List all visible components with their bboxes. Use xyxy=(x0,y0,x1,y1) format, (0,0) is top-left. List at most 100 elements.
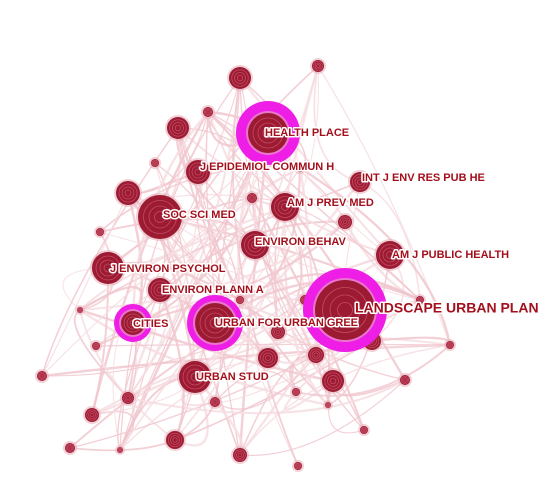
node-ring xyxy=(329,294,361,326)
node xyxy=(315,280,375,340)
edge xyxy=(177,127,329,406)
node-ring xyxy=(40,374,44,378)
node-ring xyxy=(95,255,121,281)
node-ring xyxy=(234,449,246,461)
node-ring xyxy=(203,107,213,117)
node-ring xyxy=(236,74,244,82)
node-label: INT J ENV RES PUB HE xyxy=(362,172,485,184)
edge xyxy=(232,77,299,467)
node xyxy=(376,241,404,269)
node-ring xyxy=(236,451,244,459)
node-ring xyxy=(247,237,263,253)
node xyxy=(138,195,182,239)
node-label: CITIES xyxy=(133,318,168,330)
edge xyxy=(41,299,306,377)
node xyxy=(65,443,75,453)
edge xyxy=(174,206,286,441)
node-ring xyxy=(237,452,243,458)
labels: HEALTH PLACE J EPIDEMIOL COMMUN H INT J EN… xyxy=(109,125,541,384)
node xyxy=(121,311,145,335)
node xyxy=(148,278,172,302)
node-ring xyxy=(274,196,296,218)
node-ring xyxy=(212,399,218,405)
node-ring xyxy=(121,186,135,200)
node-ring xyxy=(78,308,82,312)
node-ring xyxy=(152,160,158,166)
node-ring xyxy=(97,229,103,235)
node-ring xyxy=(186,368,204,386)
edge xyxy=(127,192,197,378)
node-ring xyxy=(252,117,284,149)
node-ring xyxy=(316,64,320,68)
node-ring xyxy=(148,205,172,229)
node-ring xyxy=(281,203,289,211)
node-ring xyxy=(296,464,300,468)
node-ring xyxy=(362,428,366,432)
edge xyxy=(205,111,241,456)
node-ring xyxy=(118,183,138,203)
node-ring xyxy=(190,372,200,382)
edge xyxy=(119,77,241,451)
node-ring xyxy=(275,329,281,335)
node-ring xyxy=(169,119,187,137)
node-ring xyxy=(37,371,47,381)
node-ring xyxy=(126,396,130,400)
edge xyxy=(251,197,365,431)
edge xyxy=(127,379,406,415)
node-ring xyxy=(65,443,75,453)
node-ring xyxy=(416,296,424,304)
node-label: HEALTH PLACE xyxy=(265,127,349,139)
node-ring xyxy=(402,377,408,383)
node-ring xyxy=(360,426,368,434)
node-ring xyxy=(188,162,208,182)
node-ring xyxy=(172,437,178,443)
node-ring xyxy=(238,298,242,302)
node-ring xyxy=(118,448,122,452)
node-ring xyxy=(352,174,368,190)
node xyxy=(186,160,210,184)
node-label: URBAN FOR URBAN GREE xyxy=(215,317,358,329)
edge xyxy=(214,370,297,403)
edge xyxy=(295,344,451,397)
node-ring xyxy=(272,326,284,338)
node-ring xyxy=(244,234,266,256)
node-ring xyxy=(274,328,282,336)
node-ring xyxy=(124,394,132,402)
node-ring xyxy=(295,463,301,469)
node-ring xyxy=(313,61,323,71)
node-label: J EPIDEMIOL COMMUN H xyxy=(200,161,334,173)
node-ring xyxy=(174,124,182,132)
node-label: ENVIRON PLANN A xyxy=(162,284,264,296)
node-ring xyxy=(382,247,398,263)
node-ring xyxy=(199,307,231,339)
edge xyxy=(79,206,286,311)
node xyxy=(322,370,344,392)
node-ring xyxy=(154,211,166,223)
node-ring xyxy=(294,390,298,394)
node xyxy=(167,117,189,139)
node-ring xyxy=(292,388,300,396)
edge xyxy=(214,340,373,403)
node-ring xyxy=(446,341,454,349)
edge xyxy=(283,380,334,411)
node-ring xyxy=(150,280,170,300)
node-label: AM J PREV MED xyxy=(287,197,374,209)
node-ring xyxy=(92,342,100,350)
node-ring xyxy=(379,244,401,266)
node-ring xyxy=(250,196,254,200)
node xyxy=(241,231,269,259)
node xyxy=(210,397,220,407)
node-ring xyxy=(77,307,83,313)
node xyxy=(116,181,140,205)
node-ring xyxy=(86,409,98,421)
node-ring xyxy=(213,400,217,404)
node xyxy=(312,60,324,72)
edge xyxy=(359,181,421,301)
node-ring xyxy=(194,168,202,176)
edge xyxy=(73,309,129,399)
node-ring xyxy=(143,200,177,234)
node-ring xyxy=(326,403,330,407)
node-ring xyxy=(329,377,337,385)
node-label: ENVIRON BEHAV xyxy=(255,236,347,248)
node-ring xyxy=(341,218,349,226)
